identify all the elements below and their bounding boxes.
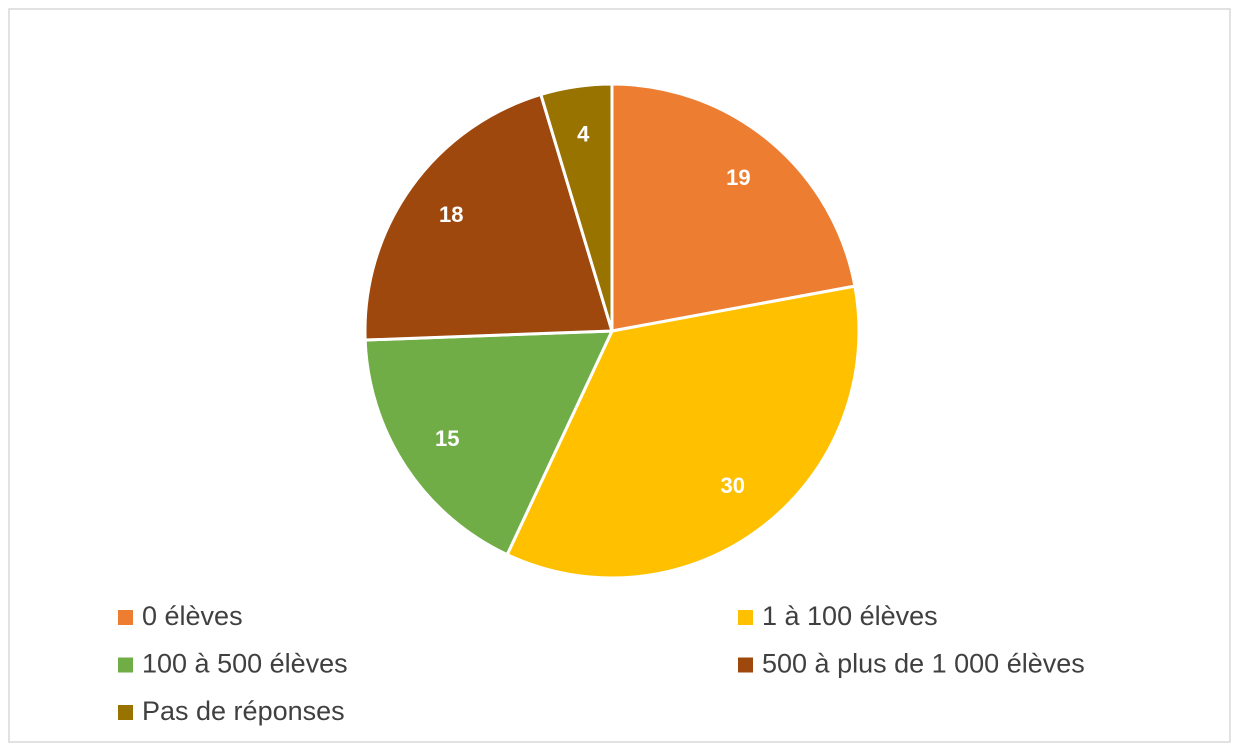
legend-swatch <box>118 610 133 625</box>
pie-slice <box>363 329 615 557</box>
data-label: 4 <box>577 121 590 146</box>
legend-label: 1 à 100 élèves <box>762 601 938 631</box>
legend-label: Pas de réponses <box>142 696 345 726</box>
legend-label: 0 élèves <box>142 601 243 631</box>
legend-swatch <box>738 657 753 673</box>
data-label: 19 <box>726 165 750 190</box>
pie-slice <box>505 284 861 580</box>
legend-swatch <box>118 705 133 720</box>
pie-slice <box>610 82 857 333</box>
legend-swatch <box>738 610 753 625</box>
data-label: 15 <box>435 426 459 451</box>
pie-slice <box>538 82 614 332</box>
legend-label: 100 à 500 élèves <box>142 649 348 679</box>
legend-label: 500 à plus de 1 000 élèves <box>762 649 1085 679</box>
legend-swatch <box>118 657 133 673</box>
data-label: 18 <box>439 202 463 227</box>
data-label: 30 <box>721 473 745 498</box>
pie-slice <box>363 92 614 342</box>
